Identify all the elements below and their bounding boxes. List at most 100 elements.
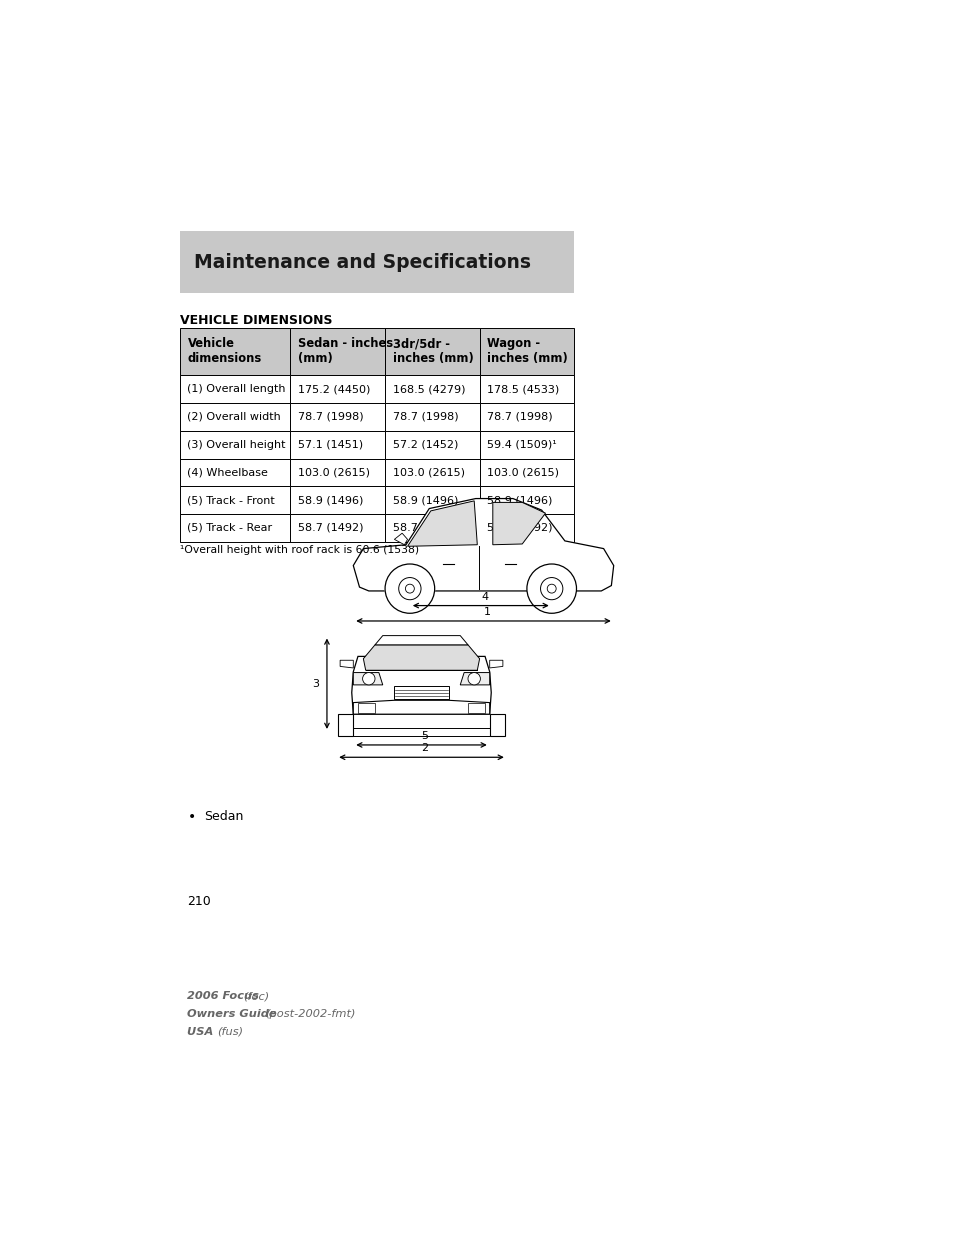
Bar bbox=[479, 375, 574, 403]
Text: (5) Track - Rear: (5) Track - Rear bbox=[187, 522, 273, 532]
Text: VEHICLE DIMENSIONS: VEHICLE DIMENSIONS bbox=[179, 314, 332, 327]
Polygon shape bbox=[353, 673, 382, 685]
Bar bbox=[468, 704, 484, 713]
Bar bbox=[179, 514, 290, 542]
Bar bbox=[479, 327, 574, 375]
Text: (1) Overall length: (1) Overall length bbox=[187, 384, 286, 394]
Text: Vehicle
dimensions: Vehicle dimensions bbox=[187, 337, 261, 366]
Text: 57.2 (1452): 57.2 (1452) bbox=[393, 440, 457, 450]
Bar bbox=[489, 714, 505, 736]
Bar bbox=[179, 403, 290, 431]
Polygon shape bbox=[340, 661, 353, 668]
Text: Sedan - inches
(mm): Sedan - inches (mm) bbox=[297, 337, 393, 366]
Bar bbox=[353, 727, 489, 736]
Polygon shape bbox=[352, 656, 491, 714]
Text: 1: 1 bbox=[483, 608, 491, 618]
Text: 78.7 (1998): 78.7 (1998) bbox=[393, 412, 457, 422]
Bar bbox=[179, 487, 290, 514]
Circle shape bbox=[540, 578, 562, 600]
Circle shape bbox=[547, 584, 556, 593]
Text: 58.9 (1496): 58.9 (1496) bbox=[393, 495, 457, 505]
Bar bbox=[290, 514, 384, 542]
Bar bbox=[179, 327, 290, 375]
Circle shape bbox=[385, 564, 435, 614]
Text: •: • bbox=[187, 810, 195, 824]
Polygon shape bbox=[407, 501, 476, 546]
Polygon shape bbox=[489, 661, 502, 668]
Bar bbox=[179, 431, 290, 458]
Text: 103.0 (2615): 103.0 (2615) bbox=[487, 467, 558, 478]
Polygon shape bbox=[353, 700, 489, 714]
Text: ¹Overall height with roof rack is 60.6 (1538): ¹Overall height with roof rack is 60.6 (… bbox=[179, 545, 418, 555]
Bar bbox=[337, 714, 353, 736]
Bar bbox=[290, 431, 384, 458]
Text: 59.4 (1509)¹: 59.4 (1509)¹ bbox=[487, 440, 557, 450]
Bar bbox=[357, 704, 375, 713]
Text: Owners Guide: Owners Guide bbox=[187, 1009, 281, 1019]
Circle shape bbox=[468, 673, 480, 685]
Text: 57.1 (1451): 57.1 (1451) bbox=[297, 440, 363, 450]
Text: (foc): (foc) bbox=[243, 992, 269, 1002]
Text: 3dr/5dr -
inches (mm): 3dr/5dr - inches (mm) bbox=[393, 337, 473, 366]
Bar bbox=[384, 375, 479, 403]
Bar bbox=[290, 403, 384, 431]
Text: 78.7 (1998): 78.7 (1998) bbox=[487, 412, 553, 422]
Polygon shape bbox=[363, 645, 479, 671]
Text: 58.9 (1496): 58.9 (1496) bbox=[297, 495, 363, 505]
Text: 2006 Focus: 2006 Focus bbox=[187, 992, 263, 1002]
Text: (2) Overall width: (2) Overall width bbox=[187, 412, 281, 422]
Text: Maintenance and Specifications: Maintenance and Specifications bbox=[193, 253, 530, 272]
Bar bbox=[479, 487, 574, 514]
Polygon shape bbox=[385, 589, 435, 614]
Circle shape bbox=[526, 564, 576, 614]
Text: (4) Wheelbase: (4) Wheelbase bbox=[187, 467, 268, 478]
Polygon shape bbox=[353, 499, 613, 592]
Bar bbox=[179, 231, 574, 293]
Text: 175.2 (4450): 175.2 (4450) bbox=[297, 384, 370, 394]
Bar bbox=[290, 487, 384, 514]
Bar bbox=[384, 514, 479, 542]
Bar bbox=[479, 431, 574, 458]
Polygon shape bbox=[394, 534, 407, 545]
Polygon shape bbox=[375, 636, 468, 645]
Bar bbox=[384, 403, 479, 431]
Text: 178.5 (4533): 178.5 (4533) bbox=[487, 384, 558, 394]
Bar bbox=[384, 487, 479, 514]
Polygon shape bbox=[459, 673, 489, 685]
Bar bbox=[479, 403, 574, 431]
Bar bbox=[384, 431, 479, 458]
Bar bbox=[384, 458, 479, 487]
Bar bbox=[479, 458, 574, 487]
Text: 103.0 (2615): 103.0 (2615) bbox=[393, 467, 464, 478]
Text: 3: 3 bbox=[312, 679, 318, 689]
Text: 58.7 (1492): 58.7 (1492) bbox=[297, 522, 363, 532]
Text: 58.7 (1492): 58.7 (1492) bbox=[487, 522, 552, 532]
Polygon shape bbox=[394, 687, 448, 699]
Text: 4: 4 bbox=[480, 592, 488, 601]
Polygon shape bbox=[493, 503, 545, 545]
Text: 58.9 (1496): 58.9 (1496) bbox=[487, 495, 552, 505]
Text: Wagon -
inches (mm): Wagon - inches (mm) bbox=[487, 337, 567, 366]
Bar bbox=[290, 458, 384, 487]
Bar bbox=[179, 375, 290, 403]
Bar bbox=[384, 327, 479, 375]
Text: Sedan: Sedan bbox=[204, 810, 244, 823]
Text: 2: 2 bbox=[420, 743, 428, 753]
Text: 78.7 (1998): 78.7 (1998) bbox=[297, 412, 363, 422]
Circle shape bbox=[398, 578, 420, 600]
Circle shape bbox=[362, 673, 375, 685]
Text: 103.0 (2615): 103.0 (2615) bbox=[297, 467, 370, 478]
Text: 210: 210 bbox=[187, 895, 211, 908]
Bar bbox=[290, 375, 384, 403]
Bar bbox=[179, 458, 290, 487]
Bar bbox=[479, 514, 574, 542]
Circle shape bbox=[405, 584, 414, 593]
Bar bbox=[290, 327, 384, 375]
Text: 58.7 (1492): 58.7 (1492) bbox=[393, 522, 457, 532]
Text: (3) Overall height: (3) Overall height bbox=[187, 440, 286, 450]
Text: 168.5 (4279): 168.5 (4279) bbox=[393, 384, 465, 394]
Text: (5) Track - Front: (5) Track - Front bbox=[187, 495, 274, 505]
Text: (post-2002-fmt): (post-2002-fmt) bbox=[265, 1009, 355, 1019]
Text: USA: USA bbox=[187, 1026, 217, 1036]
Text: 5: 5 bbox=[420, 731, 428, 741]
